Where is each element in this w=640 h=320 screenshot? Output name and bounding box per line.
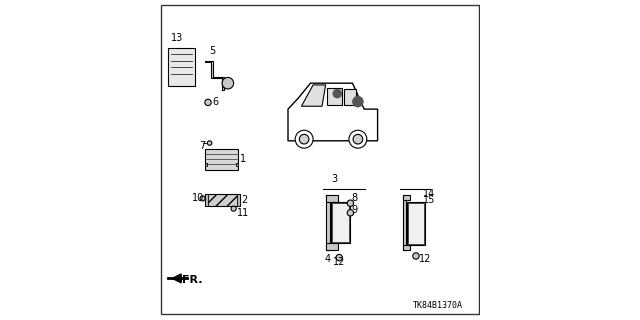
Bar — [326, 195, 330, 250]
Bar — [205, 163, 207, 166]
Text: 10: 10 — [192, 193, 204, 204]
Text: 9: 9 — [351, 204, 358, 215]
Bar — [237, 194, 240, 206]
Bar — [326, 195, 338, 202]
Circle shape — [336, 254, 342, 261]
Bar — [344, 89, 356, 105]
Circle shape — [353, 134, 363, 144]
Circle shape — [200, 196, 205, 201]
Circle shape — [347, 210, 353, 216]
Circle shape — [222, 77, 234, 89]
Circle shape — [300, 134, 309, 144]
Circle shape — [347, 200, 353, 206]
Bar — [328, 88, 342, 105]
Bar — [332, 202, 351, 243]
Text: 11: 11 — [237, 208, 249, 218]
Bar — [205, 149, 239, 170]
Bar — [403, 245, 410, 250]
Bar — [205, 194, 208, 206]
Text: 8: 8 — [351, 193, 358, 204]
Polygon shape — [205, 61, 224, 90]
Text: 14: 14 — [424, 188, 436, 199]
Bar — [403, 195, 406, 250]
Bar — [407, 202, 425, 245]
Text: 12: 12 — [419, 254, 431, 264]
Circle shape — [295, 130, 313, 148]
Bar — [408, 203, 424, 244]
Polygon shape — [288, 83, 378, 141]
Text: 13: 13 — [172, 33, 184, 44]
Text: 2: 2 — [242, 195, 248, 205]
Bar — [205, 194, 240, 206]
Circle shape — [205, 99, 211, 106]
Text: 7: 7 — [200, 140, 205, 151]
Polygon shape — [301, 85, 326, 106]
Circle shape — [352, 96, 364, 108]
Circle shape — [207, 141, 212, 145]
Text: 4: 4 — [325, 254, 331, 264]
Text: 5: 5 — [210, 46, 216, 56]
Text: FR.: FR. — [182, 275, 202, 285]
Bar — [168, 48, 195, 86]
Text: 15: 15 — [424, 195, 436, 205]
Circle shape — [231, 206, 236, 211]
Bar — [236, 163, 239, 166]
Circle shape — [413, 253, 419, 259]
Bar — [403, 195, 410, 200]
Bar — [332, 203, 349, 242]
Circle shape — [333, 89, 342, 98]
Text: 1: 1 — [240, 154, 246, 164]
Text: 12: 12 — [333, 257, 345, 268]
Circle shape — [349, 130, 367, 148]
Text: 6: 6 — [212, 97, 219, 108]
Bar — [326, 243, 338, 250]
Text: TK84B1370A: TK84B1370A — [413, 301, 463, 310]
Text: 3: 3 — [332, 174, 337, 184]
